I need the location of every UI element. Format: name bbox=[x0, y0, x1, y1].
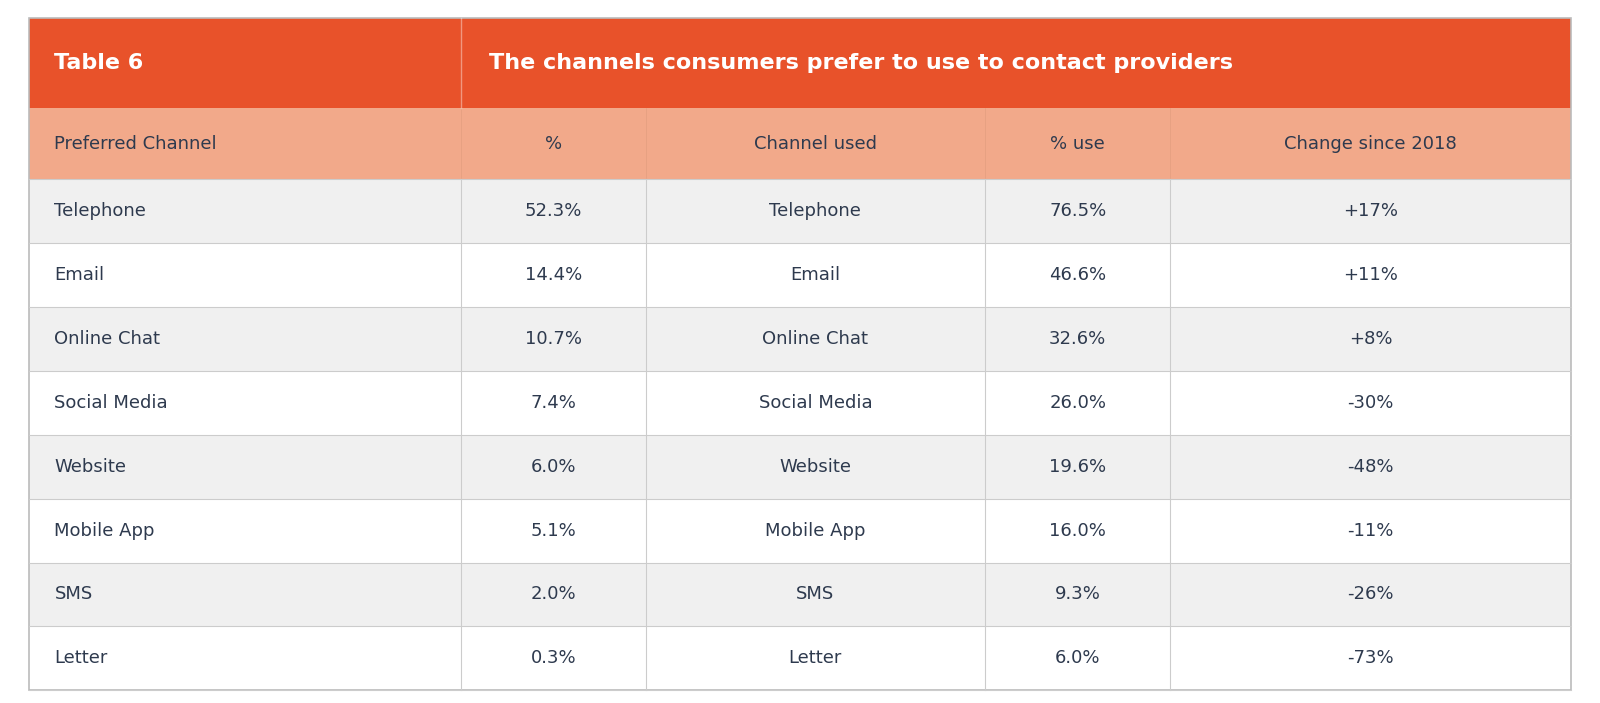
Text: Email: Email bbox=[790, 266, 840, 284]
Bar bbox=[461, 179, 646, 243]
Text: Letter: Letter bbox=[54, 650, 107, 667]
Bar bbox=[29, 243, 461, 307]
Text: -73%: -73% bbox=[1347, 650, 1394, 667]
Text: 7.4%: 7.4% bbox=[530, 394, 576, 412]
Text: Online Chat: Online Chat bbox=[763, 330, 869, 348]
Bar bbox=[646, 243, 986, 307]
Bar bbox=[461, 498, 646, 562]
Text: Telephone: Telephone bbox=[770, 202, 861, 220]
Text: -48%: -48% bbox=[1347, 458, 1394, 476]
Bar bbox=[1170, 434, 1571, 498]
Bar bbox=[646, 179, 986, 243]
Bar bbox=[461, 307, 646, 370]
Text: Channel used: Channel used bbox=[754, 135, 877, 153]
Text: 14.4%: 14.4% bbox=[525, 266, 582, 284]
Text: +17%: +17% bbox=[1342, 202, 1398, 220]
Text: Website: Website bbox=[779, 458, 851, 476]
Bar bbox=[29, 307, 461, 370]
Text: Mobile App: Mobile App bbox=[54, 522, 155, 540]
Text: -26%: -26% bbox=[1347, 586, 1394, 603]
Bar bbox=[1170, 307, 1571, 370]
Bar bbox=[986, 108, 1170, 179]
Bar bbox=[646, 108, 986, 179]
Text: Letter: Letter bbox=[789, 650, 842, 667]
Bar bbox=[646, 307, 986, 370]
Text: 2.0%: 2.0% bbox=[531, 586, 576, 603]
Bar bbox=[986, 562, 1170, 626]
Text: Table 6: Table 6 bbox=[54, 53, 144, 73]
Text: 0.3%: 0.3% bbox=[531, 650, 576, 667]
Text: -30%: -30% bbox=[1347, 394, 1394, 412]
Bar bbox=[986, 243, 1170, 307]
Text: Email: Email bbox=[54, 266, 104, 284]
Text: % use: % use bbox=[1050, 135, 1106, 153]
Bar bbox=[986, 370, 1170, 434]
Text: Telephone: Telephone bbox=[54, 202, 146, 220]
Bar bbox=[461, 108, 646, 179]
Bar bbox=[986, 179, 1170, 243]
Text: SMS: SMS bbox=[797, 586, 835, 603]
Text: %: % bbox=[544, 135, 562, 153]
Text: Preferred Channel: Preferred Channel bbox=[54, 135, 218, 153]
Bar bbox=[1170, 626, 1571, 690]
Bar bbox=[1170, 498, 1571, 562]
Bar bbox=[1170, 562, 1571, 626]
Bar bbox=[29, 108, 461, 179]
Text: Social Media: Social Media bbox=[758, 394, 872, 412]
Text: Change since 2018: Change since 2018 bbox=[1285, 135, 1458, 153]
Text: Mobile App: Mobile App bbox=[765, 522, 866, 540]
Bar bbox=[461, 562, 646, 626]
Bar bbox=[646, 562, 986, 626]
Bar bbox=[646, 498, 986, 562]
Bar bbox=[1170, 243, 1571, 307]
Text: 19.6%: 19.6% bbox=[1050, 458, 1106, 476]
Bar bbox=[646, 434, 986, 498]
Text: 9.3%: 9.3% bbox=[1054, 586, 1101, 603]
Text: +8%: +8% bbox=[1349, 330, 1392, 348]
Text: +11%: +11% bbox=[1344, 266, 1398, 284]
Text: -11%: -11% bbox=[1347, 522, 1394, 540]
Bar bbox=[29, 370, 461, 434]
Bar bbox=[986, 626, 1170, 690]
Text: 16.0%: 16.0% bbox=[1050, 522, 1106, 540]
Bar bbox=[986, 307, 1170, 370]
Text: 10.7%: 10.7% bbox=[525, 330, 582, 348]
Bar bbox=[461, 434, 646, 498]
Bar bbox=[646, 370, 986, 434]
Text: 46.6%: 46.6% bbox=[1050, 266, 1106, 284]
Bar bbox=[29, 562, 461, 626]
Text: 76.5%: 76.5% bbox=[1050, 202, 1106, 220]
Bar bbox=[29, 626, 461, 690]
Bar bbox=[29, 179, 461, 243]
Bar bbox=[986, 498, 1170, 562]
Text: The channels consumers prefer to use to contact providers: The channels consumers prefer to use to … bbox=[490, 53, 1234, 73]
Text: Website: Website bbox=[54, 458, 126, 476]
Bar bbox=[1170, 179, 1571, 243]
Bar bbox=[461, 18, 1571, 108]
Text: 5.1%: 5.1% bbox=[530, 522, 576, 540]
Text: 52.3%: 52.3% bbox=[525, 202, 582, 220]
Bar bbox=[1170, 370, 1571, 434]
Text: Online Chat: Online Chat bbox=[54, 330, 160, 348]
Text: 6.0%: 6.0% bbox=[1054, 650, 1101, 667]
Text: 32.6%: 32.6% bbox=[1050, 330, 1106, 348]
Bar bbox=[986, 434, 1170, 498]
Bar bbox=[29, 18, 461, 108]
Text: Social Media: Social Media bbox=[54, 394, 168, 412]
Text: 26.0%: 26.0% bbox=[1050, 394, 1106, 412]
Bar bbox=[461, 626, 646, 690]
Bar bbox=[29, 498, 461, 562]
Bar bbox=[461, 370, 646, 434]
Text: 6.0%: 6.0% bbox=[531, 458, 576, 476]
Text: SMS: SMS bbox=[54, 586, 93, 603]
Bar bbox=[1170, 108, 1571, 179]
Bar bbox=[461, 243, 646, 307]
Bar bbox=[29, 434, 461, 498]
Bar bbox=[646, 626, 986, 690]
